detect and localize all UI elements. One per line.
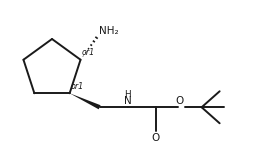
- Text: O: O: [151, 133, 160, 143]
- Text: N: N: [124, 96, 132, 106]
- Text: or1: or1: [81, 48, 95, 57]
- Polygon shape: [70, 93, 101, 109]
- Text: NH₂: NH₂: [99, 26, 118, 36]
- Text: O: O: [176, 96, 184, 106]
- Text: H: H: [124, 90, 131, 99]
- Text: or1: or1: [71, 82, 84, 91]
